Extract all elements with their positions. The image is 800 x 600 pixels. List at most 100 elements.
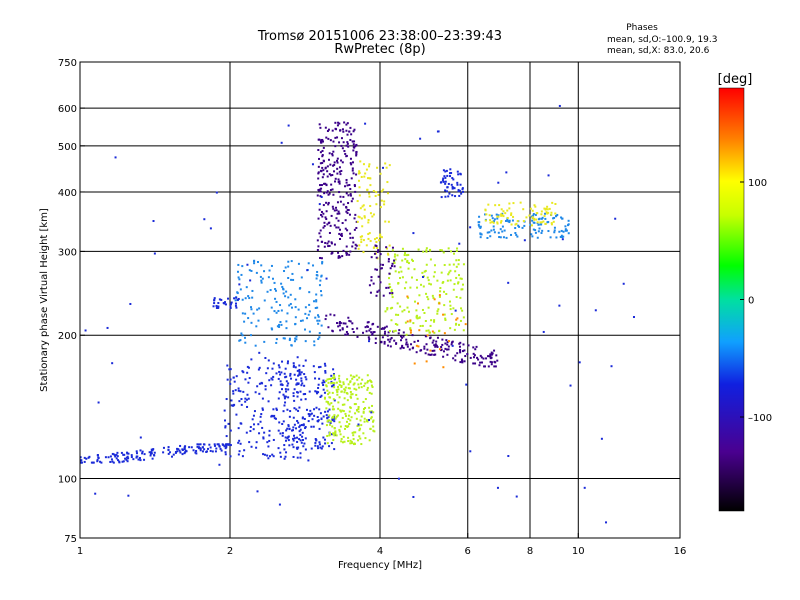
scatter-point [323,381,326,384]
scatter-point [525,216,528,219]
scatter-point [327,128,330,131]
scatter-point [496,486,499,489]
scatter-point [508,219,511,222]
scatter-point [449,308,452,311]
scatter-point [264,357,267,360]
scatter-point [355,374,358,377]
scatter-point [275,341,278,344]
scatter-point [286,408,289,411]
scatter-point [223,409,226,412]
scatter-point [314,438,317,441]
scatter-point [370,381,373,384]
scatter-point [197,447,200,450]
scatter-point [387,286,390,289]
scatter-point [346,399,349,402]
scatter-point [230,404,233,407]
chart-title: Tromsø 20151006 23:38:00–23:39:43 [257,29,502,44]
scatter-point [506,218,509,221]
scatter-point [266,367,269,370]
scatter-point [286,437,289,440]
scatter-point [496,215,499,218]
scatter-point [295,383,298,386]
scatter-point [344,322,347,325]
scatter-point [350,177,353,180]
scatter-point [370,384,373,387]
scatter-point [263,340,266,343]
scatter-point [287,276,290,279]
scatter-point [300,377,303,380]
scatter-point [479,226,482,229]
scatter-point [335,206,338,209]
scatter-point [153,451,156,454]
scatter-point [384,310,387,313]
scatter-point [288,337,291,340]
scatter-point [533,204,536,207]
scatter-point [346,212,349,215]
scatter-point [436,345,439,348]
scatter-point [277,377,280,380]
scatter-point [352,149,355,152]
scatter-point [290,344,293,347]
scatter-point [313,414,316,417]
scatter-point [356,200,359,203]
scatter-point [528,214,531,217]
scatter-point [283,448,286,451]
scatter-point [350,442,353,445]
scatter-point [317,245,320,248]
scatter-point [313,408,316,411]
scatter-point [387,344,390,347]
scatter-point [296,391,299,394]
scatter-point [457,274,460,277]
scatter-point [208,443,211,446]
scatter-point [243,449,246,452]
scatter-point [504,219,507,222]
scatter-point [414,300,417,303]
scatter-point [229,368,232,371]
scatter-point [226,364,229,367]
scatter-point [314,377,317,380]
scatter-point [293,437,296,440]
scatter-point [331,152,334,155]
scatter-point [425,249,428,252]
scatter-point [393,265,396,268]
scatter-point [354,403,357,406]
scatter-point [537,230,540,233]
scatter-point [490,361,493,364]
scatter-point [316,319,319,322]
scatter-point [162,446,165,449]
scatter-point [124,457,127,460]
scatter-point [199,443,202,446]
scatter-point [452,263,455,266]
scatter-point [360,443,363,446]
scatter-point [407,262,410,265]
scatter-point [387,338,390,341]
scatter-point [84,329,87,332]
scatter-point [332,193,335,196]
scatter-point [493,218,496,221]
scatter-point [332,432,335,435]
scatter-point [477,358,480,361]
scatter-point [262,437,265,440]
scatter-point [285,380,288,383]
scatter-point [495,354,498,357]
scatter-point [170,455,173,458]
scatter-point [197,443,200,446]
scatter-point [337,121,340,124]
scatter-point [454,195,457,198]
scatter-point [564,225,567,228]
scatter-point [341,403,344,406]
scatter-point [447,182,450,185]
scatter-point [324,371,327,374]
scatter-point [122,453,125,456]
scatter-point [330,214,333,217]
scatter-point [400,270,403,273]
scatter-point [366,374,369,377]
scatter-point [418,294,421,297]
scatter-point [300,371,303,374]
scatter-point [357,410,360,413]
scatter-point [340,144,343,147]
scatter-point [322,436,325,439]
scatter-point [443,313,446,316]
scatter-point [440,249,443,252]
